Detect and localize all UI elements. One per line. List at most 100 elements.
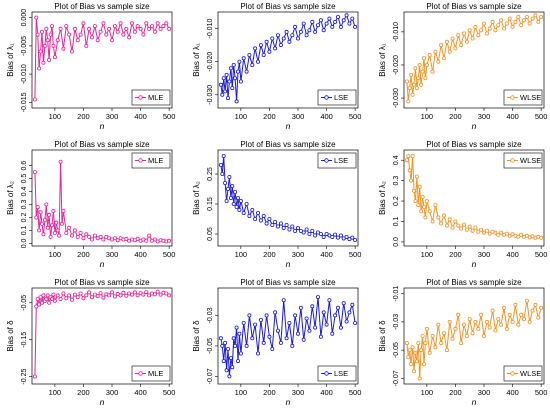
data-point [267,334,272,339]
x-tick-label: 500 [535,388,548,397]
data-point [35,297,40,302]
data-point [81,236,86,241]
data-point [152,237,157,242]
x-tick-label: 500 [535,250,548,259]
plot-frame [31,149,173,247]
data-point [447,49,452,54]
data-point [60,221,65,226]
x-tick-label: 400 [506,388,519,397]
data-point [264,39,269,44]
data-point [155,21,160,26]
data-point [433,49,438,54]
data-point [341,18,346,23]
data-point [61,46,66,51]
data-point [275,224,280,229]
data-point [467,28,472,33]
data-point [530,234,535,239]
data-point [416,76,421,81]
legend-label: LSE [334,369,348,378]
data-point [141,32,146,37]
data-point [310,304,315,309]
data-point [234,99,239,104]
data-point [496,317,501,322]
data-point [444,39,449,44]
data-point [430,219,435,224]
data-point [149,24,154,29]
data-point [270,222,275,227]
data-point [38,295,43,300]
bias-plot-panel: Plot of Bias vs sample size 100 200 300 400 5… [6,278,175,407]
data-point [35,205,40,210]
data-point [227,174,232,179]
legend-label: WLSE [520,93,541,102]
data-point [241,210,246,215]
data-point [423,215,428,220]
legend: MLE [131,152,171,169]
data-point [228,66,233,71]
data-point [231,336,236,341]
data-point [507,233,512,238]
data-point [417,376,422,381]
data-point [37,302,42,307]
data-point [335,305,340,310]
x-tick-label: 100 [49,250,62,259]
x-tick-label: 300 [292,388,305,397]
data-point [67,32,72,37]
bias-plot-panel: Plot of Bias vs sample size 100 200 300 400 5… [6,2,175,131]
data-point [406,355,411,360]
data-point [420,333,425,338]
data-point [47,212,52,217]
x-tick-label: 200 [263,388,276,397]
data-point [476,326,481,331]
data-point [118,21,123,26]
data-point [441,331,446,336]
data-point [253,46,258,51]
y-axis-label: Bias of δ [6,320,15,352]
data-point [510,232,515,237]
plot-frame [31,287,173,385]
data-point [504,231,509,236]
y-axis-label: Bias of λ₁ [192,43,201,77]
data-point [293,313,298,318]
legend-marker-swatch [138,371,143,376]
data-point [241,56,246,61]
data-point [84,293,89,298]
data-point [519,232,524,237]
data-point [244,69,249,74]
data-point [539,305,544,310]
plot-title: Plot of Bias vs sample size [54,140,150,149]
data-point [37,66,42,71]
y-tick-label: -0.05 [207,338,214,354]
data-point [301,21,306,26]
y-tick-label: -0.015 [21,92,28,112]
data-point [479,312,484,317]
plot-title: Plot of Bias vs sample size [240,2,336,11]
bias-plot-panel: Plot of Bias vs sample size 100 200 300 400 5… [378,2,547,131]
data-point [278,221,283,226]
data-point [473,225,478,230]
data-point [129,21,134,26]
y-tick-label: -0.07 [393,370,400,386]
data-point [304,33,309,38]
data-point [101,21,106,26]
data-point [290,224,295,229]
data-point [453,219,458,224]
data-point [433,345,438,350]
data-point [307,28,312,33]
legend-marker-swatch [138,158,143,163]
data-point [121,32,126,37]
data-point [67,225,72,230]
data-point [481,230,486,235]
data-point [447,319,452,324]
x-tick-label: 200 [449,250,462,259]
plot-title: Plot of Bias vs sample size [54,2,150,11]
y-tick-label: -0.030 [393,88,400,108]
y-tick-label: -0.15 [21,332,28,348]
data-point [41,60,46,65]
data-point [273,310,278,315]
x-tick-label: 300 [292,250,305,259]
data-point [439,43,444,48]
series-line [34,161,170,243]
data-point [427,53,432,58]
x-tick-label: 500 [163,388,176,397]
